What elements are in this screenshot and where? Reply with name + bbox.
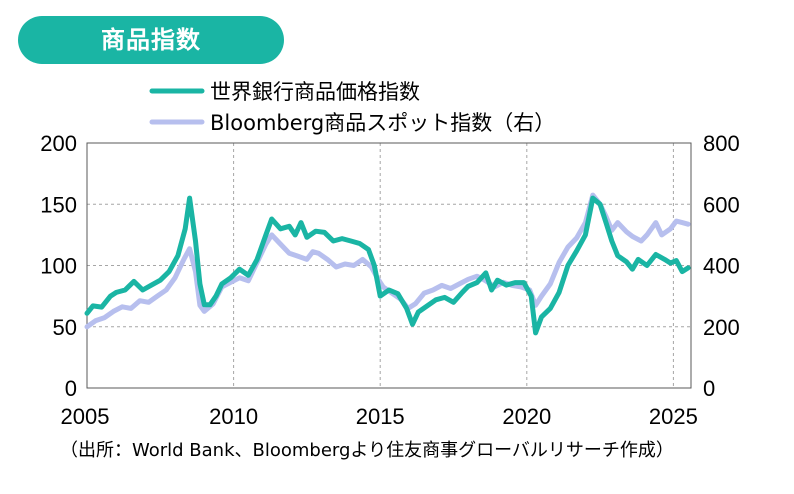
legend-label-bbg: Bloomberg商品スポット指数（右） xyxy=(210,111,555,135)
left-tick-label: 200 xyxy=(40,131,77,156)
left-tick-label: 150 xyxy=(40,192,77,217)
series-layer xyxy=(84,192,691,336)
source-note: （出所：World Bank、Bloombergより住友商事グローバルリサーチ作… xyxy=(60,440,674,461)
left-axis-ticks: 0 50 100 150 200 xyxy=(40,131,77,401)
grid-lines xyxy=(87,143,691,388)
x-tick-label: 2025 xyxy=(649,404,698,429)
left-tick-label: 100 xyxy=(40,254,77,279)
x-axis-ticks: 2005 2010 2015 2020 2025 xyxy=(61,404,698,429)
x-tick-label: 2005 xyxy=(61,404,110,429)
x-tick-label: 2015 xyxy=(356,404,405,429)
plot-frame xyxy=(86,142,692,389)
right-tick-label: 200 xyxy=(703,315,740,340)
x-tick-label: 2020 xyxy=(502,404,551,429)
legend-label-wb: 世界銀行商品価格指数 xyxy=(210,80,420,104)
right-tick-label: 0 xyxy=(703,376,715,401)
right-tick-label: 400 xyxy=(703,254,740,279)
right-tick-label: 600 xyxy=(703,192,740,217)
left-tick-label: 50 xyxy=(53,315,77,340)
title-badge: 商品指数 xyxy=(18,16,284,64)
right-tick-label: 800 xyxy=(703,131,740,156)
x-tick-label: 2010 xyxy=(209,404,258,429)
series-line-wb xyxy=(84,195,691,336)
left-tick-label: 0 xyxy=(65,376,77,401)
right-axis-ticks: 0 200 400 600 800 xyxy=(703,131,740,401)
legend: 世界銀行商品価格指数 Bloomberg商品スポット指数（右） xyxy=(149,80,555,135)
